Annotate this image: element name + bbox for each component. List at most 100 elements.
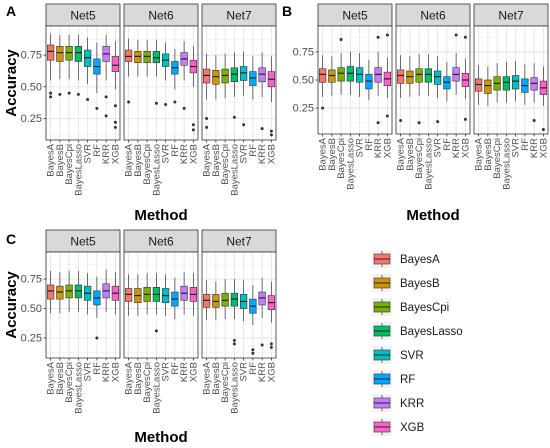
box-xgb <box>383 33 392 118</box>
box-bayesa <box>474 65 483 105</box>
x-axis-title: Method <box>134 207 187 224</box>
box-rf <box>249 56 257 100</box>
box-body <box>502 76 511 91</box>
box-body <box>124 49 133 62</box>
plot-border <box>123 251 199 359</box>
x-tick-label: BayesB <box>211 362 222 395</box>
facet-net7: Net7 BayesABayesBBayesCpiBayesLassoSVRRFK… <box>201 229 277 414</box>
outlier-point <box>269 345 273 349</box>
box-bayeslasso <box>346 51 355 95</box>
box-bayesa <box>396 55 405 122</box>
box-svr <box>433 56 442 124</box>
x-tick-label: BayesA <box>474 137 485 170</box>
box-bayesa <box>46 270 55 314</box>
outlier-point <box>95 106 99 110</box>
x-tick-label: RF <box>442 138 453 151</box>
box-xgb <box>111 272 120 315</box>
box-bayescpi <box>493 63 501 103</box>
x-tick-label: BayesB <box>133 144 144 177</box>
box-svr <box>239 51 248 127</box>
box-svr <box>161 274 170 316</box>
x-tick-label: BayesCpi <box>142 362 153 403</box>
outlier-point <box>269 133 273 137</box>
box-bayesa <box>124 38 133 104</box>
box-rf <box>443 62 451 102</box>
box-bayescpi <box>143 39 151 77</box>
y-axis-title: Accuracy <box>3 49 20 117</box>
plot-border <box>123 25 199 141</box>
box-rf <box>93 276 101 340</box>
y-tick-label: 0.75 <box>293 46 314 58</box>
box-rf <box>93 42 101 110</box>
plot-border <box>45 251 121 359</box>
outlier-point <box>113 104 117 108</box>
box-body <box>143 51 151 64</box>
x-axis-title: Method <box>406 207 459 224</box>
outlier-point <box>232 342 236 346</box>
x-tick-label: BayesA <box>202 361 213 394</box>
outlier-point <box>232 338 236 342</box>
facet-net7: Net7 BayesABayesBBayesCpiBayesLassoSVRRFK… <box>201 3 277 196</box>
x-tick-label: KRR <box>373 138 384 158</box>
x-tick-label: BayesB <box>55 144 66 177</box>
box-bayescpi <box>143 273 151 315</box>
box-bayescpi <box>337 38 345 95</box>
box-svr <box>83 37 92 101</box>
x-tick-label: SVR <box>161 144 172 164</box>
box-body <box>83 49 92 67</box>
x-tick-label: RF <box>248 362 259 375</box>
box-krr <box>180 41 188 110</box>
facet-net5: Net5 BayesABayesBBayesCpiBayesLassoSVRRFK… <box>317 3 393 190</box>
x-tick-label: XGB <box>460 138 471 158</box>
legend-item-rf: RF <box>372 370 415 388</box>
outlier-point <box>76 92 80 96</box>
x-tick-label: KRR <box>101 144 112 164</box>
box-body <box>239 66 248 81</box>
x-tick-label: XGB <box>110 362 121 382</box>
outlier-point <box>49 95 53 99</box>
x-tick-label: SVR <box>433 138 444 158</box>
x-tick-label: KRR <box>257 144 268 164</box>
outlier-point <box>104 95 108 99</box>
facet-strip-label: Net7 <box>226 9 252 23</box>
outlier-point <box>205 116 209 120</box>
box-bayesa <box>202 280 211 321</box>
box-bayesa <box>202 53 211 129</box>
x-tick-label: BayesB <box>483 138 494 171</box>
box-body <box>134 51 142 64</box>
outlier-point <box>95 336 99 340</box>
box-krr <box>258 277 266 347</box>
plot-border <box>45 25 121 141</box>
box-bayesb <box>328 56 336 96</box>
box-svr <box>161 42 170 107</box>
box-xgb <box>267 281 276 349</box>
facet-net7: Net7 BayesABayesBBayesCpiBayesLassoSVRRFK… <box>473 3 549 190</box>
legend-label: BayesA <box>400 254 440 266</box>
box-svr <box>83 273 92 315</box>
outlier-point <box>385 33 389 37</box>
box-body <box>396 69 405 84</box>
facet-net6: Net6 BayesABayesBBayesCpiBayesLassoSVRRFK… <box>123 3 199 196</box>
x-tick-label: KRR <box>257 362 268 382</box>
box-rf <box>521 64 529 105</box>
outlier-point <box>127 100 131 104</box>
outlier-point <box>251 348 255 352</box>
box-bayeslasso <box>502 62 511 103</box>
legend-item-bayesa: BayesA <box>372 250 440 268</box>
outlier-point <box>541 128 545 131</box>
outlier-point <box>242 123 246 127</box>
outlier-point <box>191 128 195 132</box>
box-body <box>46 284 55 300</box>
outlier-point <box>463 35 467 39</box>
box-rf <box>171 48 179 104</box>
x-tick-label: BayesCpi <box>414 138 425 179</box>
x-tick-label: RF <box>248 144 259 157</box>
plot-border <box>201 25 277 141</box>
x-tick-label: BayesA <box>202 143 213 176</box>
x-tick-label: KRR <box>101 362 112 382</box>
box-krr <box>374 35 382 125</box>
x-tick-label: SVR <box>83 144 94 164</box>
box-body <box>415 68 423 83</box>
x-tick-label: BayesLasso <box>151 144 162 196</box>
box-body <box>111 56 120 72</box>
